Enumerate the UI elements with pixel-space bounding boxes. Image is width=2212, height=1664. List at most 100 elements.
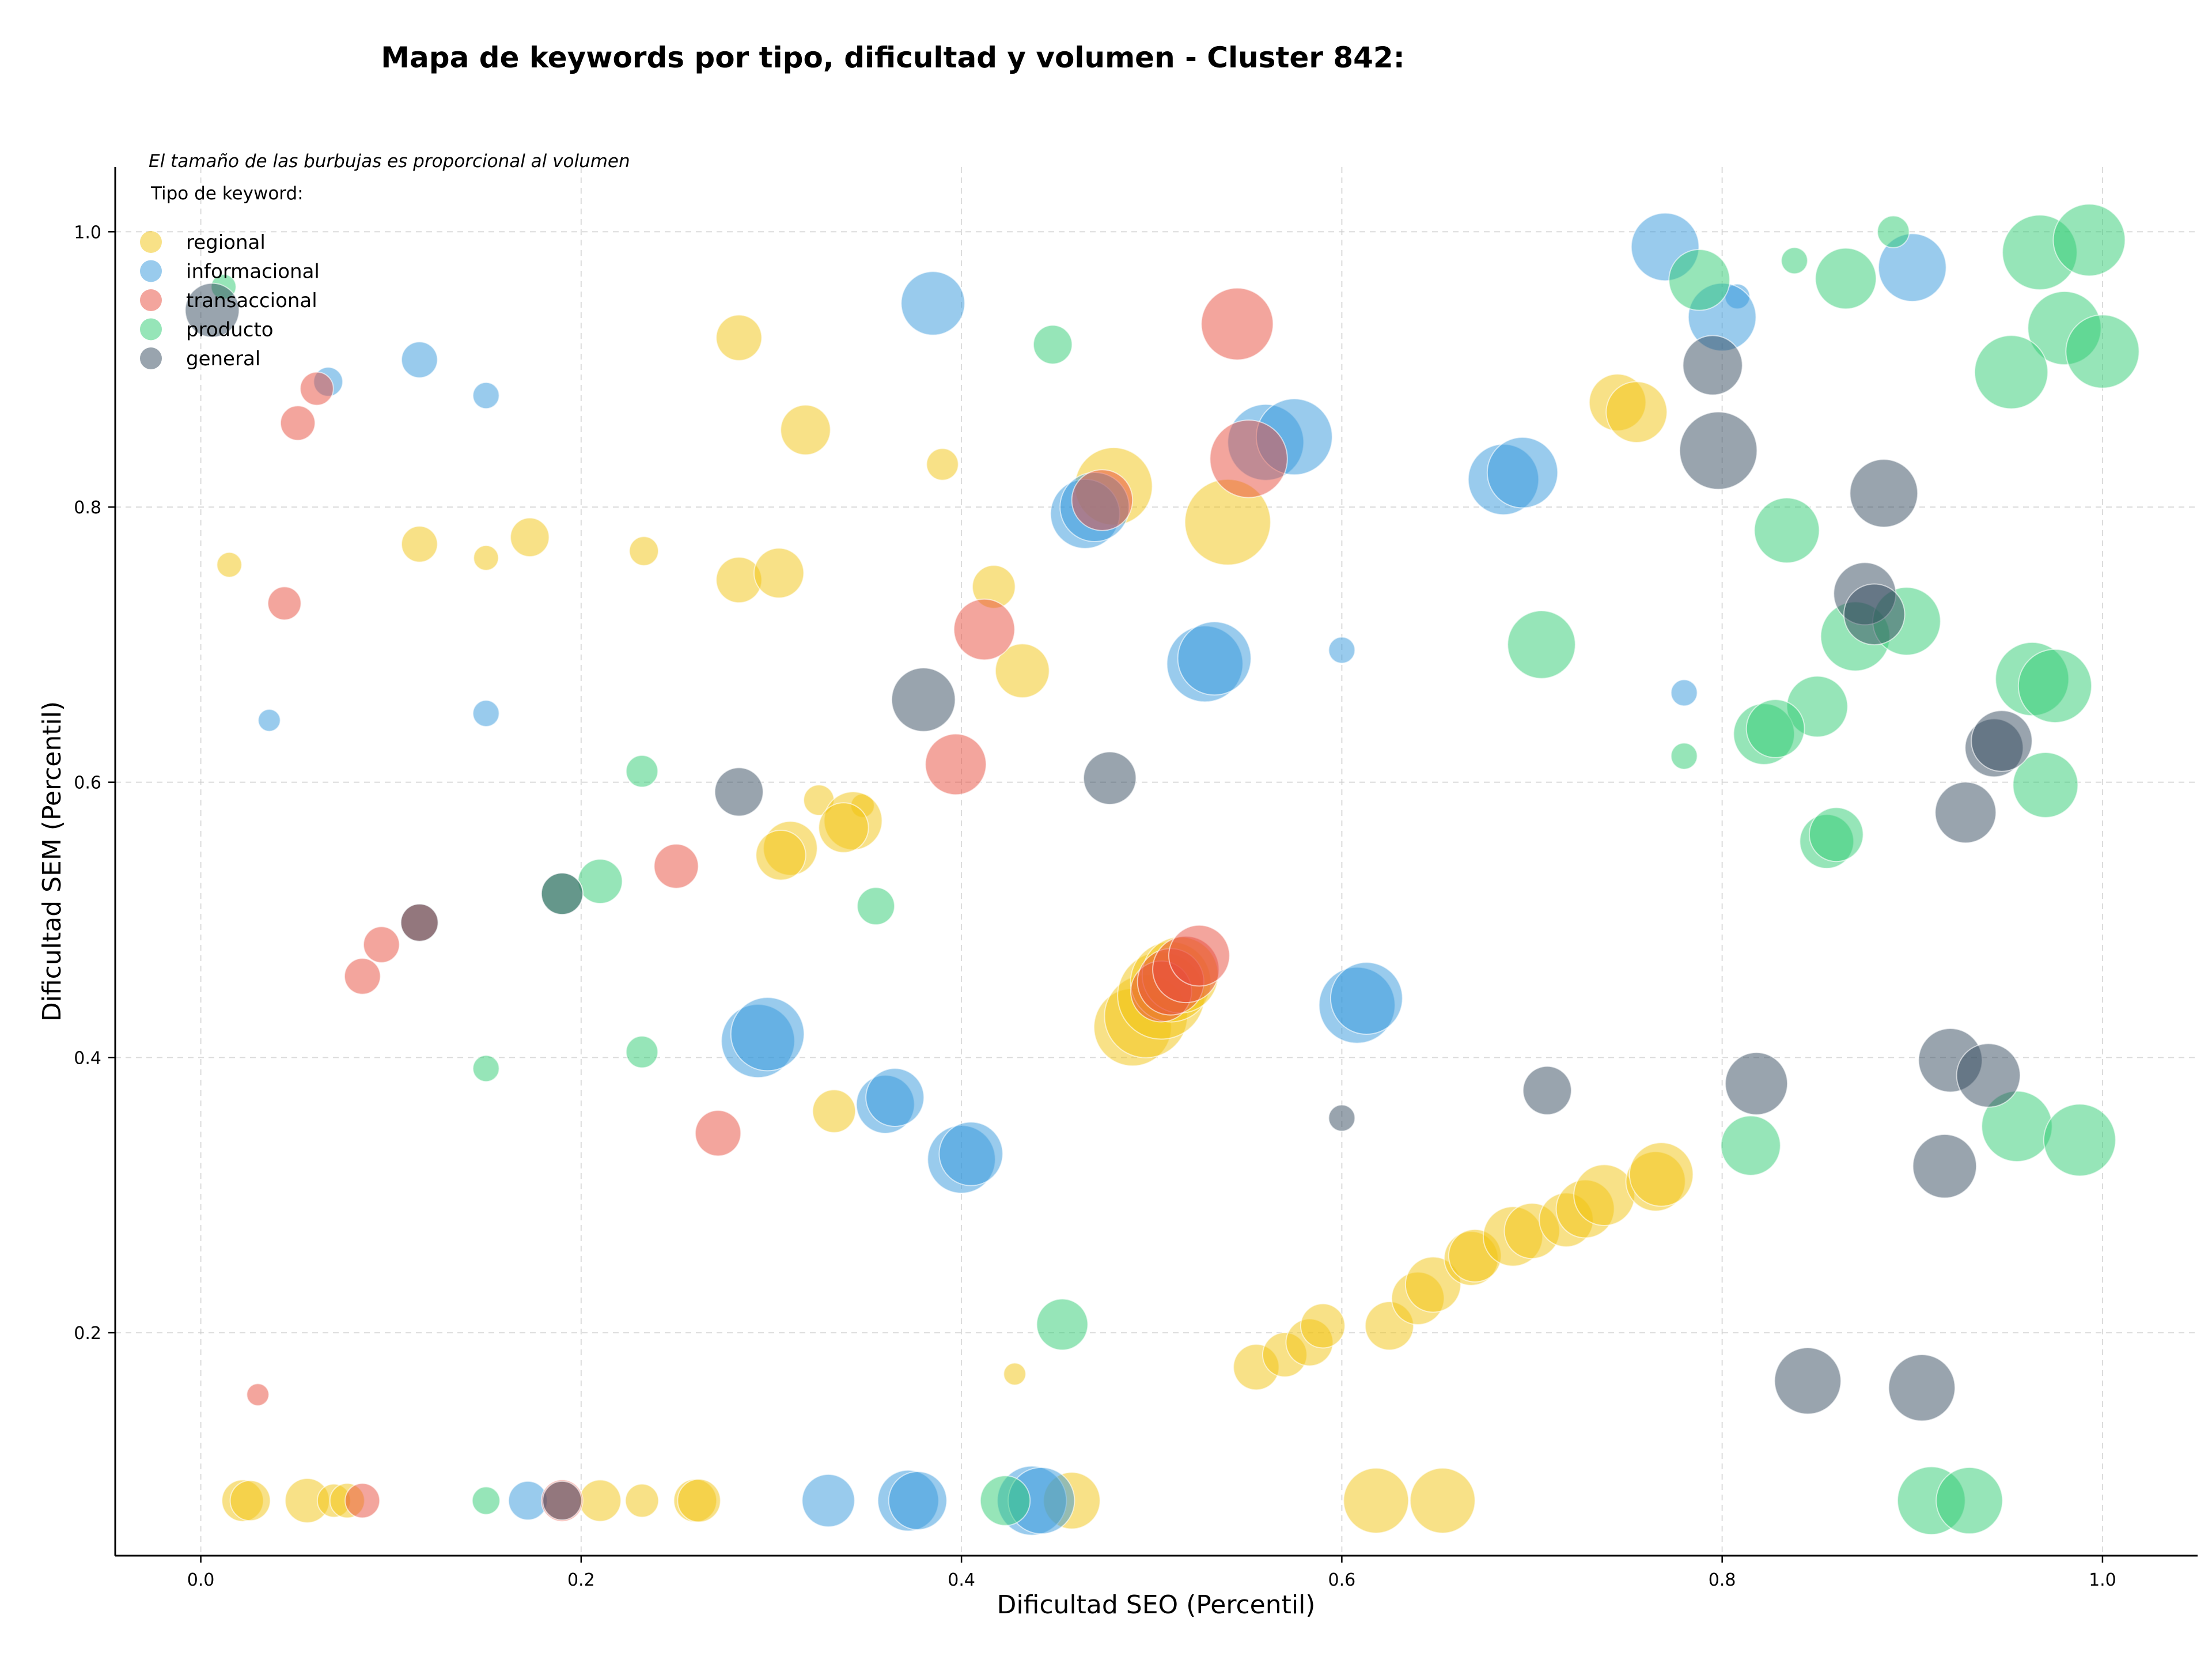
- chart-title: Mapa de keywords por tipo, dificultad y …: [381, 41, 1404, 74]
- bubble-producto: [979, 1475, 1031, 1526]
- bubble-producto: [1720, 1115, 1781, 1176]
- bubble-transaccional: [279, 405, 316, 441]
- bubble-layer: [184, 203, 2140, 1536]
- bubble-transaccional: [362, 926, 400, 963]
- y-axis-label: Dificultad SEM (Percentil): [37, 701, 67, 1022]
- bubble-regional: [1628, 1142, 1694, 1207]
- bubble-regional: [628, 536, 659, 566]
- bubble-producto: [1781, 247, 1808, 275]
- bubble-regional: [1573, 1164, 1635, 1227]
- bubble-regional: [624, 1483, 660, 1518]
- legend-marker-general: [140, 347, 162, 369]
- bubble-general: [400, 903, 439, 942]
- legend: Tipo de keyword: regional informacional tr…: [140, 183, 320, 370]
- bubble-transaccional: [300, 371, 334, 406]
- legend-label-informacional: informacional: [186, 260, 320, 283]
- bubble-producto: [1745, 699, 1805, 758]
- bubble-producto: [472, 1054, 500, 1083]
- bubble-informacional: [257, 708, 281, 732]
- bubble-producto: [625, 1035, 659, 1069]
- bubble-producto: [1974, 335, 2049, 410]
- bubble-producto: [1808, 807, 1864, 863]
- grid-layer: [115, 167, 2198, 1556]
- bubble-regional: [818, 802, 869, 853]
- bubble-producto: [577, 859, 623, 905]
- legend-marker-regional: [140, 231, 162, 253]
- x-tick-label: 0.2: [567, 1570, 595, 1590]
- bubble-general: [1956, 1043, 2021, 1108]
- bubble-producto: [1668, 249, 1730, 311]
- bubble-producto: [1507, 610, 1576, 679]
- bubble-informacional: [801, 1473, 855, 1528]
- bubble-producto: [1936, 1466, 2003, 1535]
- legend-label-regional: regional: [186, 231, 266, 254]
- bubble-producto: [2052, 203, 2126, 277]
- bubble-regional: [677, 1478, 721, 1523]
- bubble-general: [1971, 710, 2033, 772]
- bubble-general: [1682, 335, 1743, 396]
- bubble-informacional: [1330, 962, 1403, 1035]
- bubble-producto: [857, 887, 895, 926]
- bubble-general: [891, 667, 956, 732]
- bubble-producto: [1036, 1298, 1089, 1351]
- bubble-informacional: [472, 381, 500, 410]
- legend-marker-producto: [140, 318, 162, 341]
- bubble-producto: [471, 1486, 501, 1515]
- bubble-general: [1888, 1354, 1956, 1422]
- bubble-transaccional: [953, 598, 1016, 661]
- bubble-transaccional: [1200, 287, 1274, 361]
- bubble-regional: [715, 314, 763, 361]
- bubble-regional: [1003, 1362, 1027, 1386]
- bubble-general: [540, 872, 584, 916]
- bubble-regional: [994, 643, 1050, 698]
- ticks-layer: 0.0 0.2 0.4 0.6 0.8 1.0 0.2 0.4 0.6 0.8 1.0: [74, 222, 2116, 1590]
- bubble-general: [1679, 411, 1758, 490]
- bubble-regional: [926, 448, 959, 481]
- legend-marker-transaccional: [140, 289, 162, 311]
- bubble-regional: [1409, 1468, 1476, 1534]
- bubble-producto: [2017, 648, 2092, 724]
- bubble-producto: [1670, 742, 1698, 770]
- bubble-general: [714, 767, 764, 817]
- y-tick-label: 1.0: [74, 222, 101, 243]
- bubble-regional: [755, 830, 806, 881]
- bubble-informacional: [900, 271, 965, 336]
- bubble-informacional: [401, 341, 438, 379]
- x-tick-label: 0.6: [1328, 1570, 1356, 1590]
- bubble-regional: [753, 547, 805, 599]
- x-tick-label: 1.0: [2089, 1570, 2116, 1590]
- bubble-regional: [1300, 1303, 1346, 1349]
- bubble-transaccional: [344, 1483, 381, 1519]
- bubble-regional: [1343, 1468, 1410, 1534]
- bubble-regional: [812, 1089, 857, 1133]
- bubble-producto: [2012, 752, 2079, 818]
- bubble-informacional: [1177, 621, 1252, 696]
- bubble-informacional: [865, 1068, 925, 1128]
- bubble-informacional: [888, 1471, 948, 1530]
- bubble-regional: [780, 404, 831, 456]
- legend-title: Tipo de keyword:: [150, 183, 304, 204]
- bubble-transaccional: [267, 586, 302, 621]
- legend-label-general: general: [186, 347, 260, 370]
- y-tick-label: 0.4: [74, 1048, 101, 1068]
- bubble-size-note: El tamaño de las burbujas es proporciona…: [149, 151, 630, 172]
- bubble-general: [184, 282, 240, 338]
- axes-layer: [114, 167, 2198, 1557]
- bubble-general: [1774, 1347, 1842, 1415]
- bubble-informacional: [1486, 437, 1559, 509]
- bubble-informacional: [472, 699, 500, 728]
- bubble-transaccional: [343, 958, 381, 995]
- bubble-producto: [1815, 247, 1877, 310]
- bubble-general: [1725, 1052, 1789, 1115]
- bubble-regional: [229, 1480, 271, 1522]
- bubble-general: [1522, 1065, 1572, 1115]
- y-tick-label: 0.2: [74, 1323, 101, 1344]
- bubble-regional: [1605, 381, 1668, 443]
- bubble-transaccional: [1071, 469, 1134, 531]
- bubble-transaccional: [1209, 419, 1288, 498]
- bubble-general: [1843, 583, 1906, 646]
- bubble-regional: [578, 1479, 622, 1522]
- bubble-transaccional: [1168, 924, 1230, 987]
- bubble-regional: [510, 517, 550, 558]
